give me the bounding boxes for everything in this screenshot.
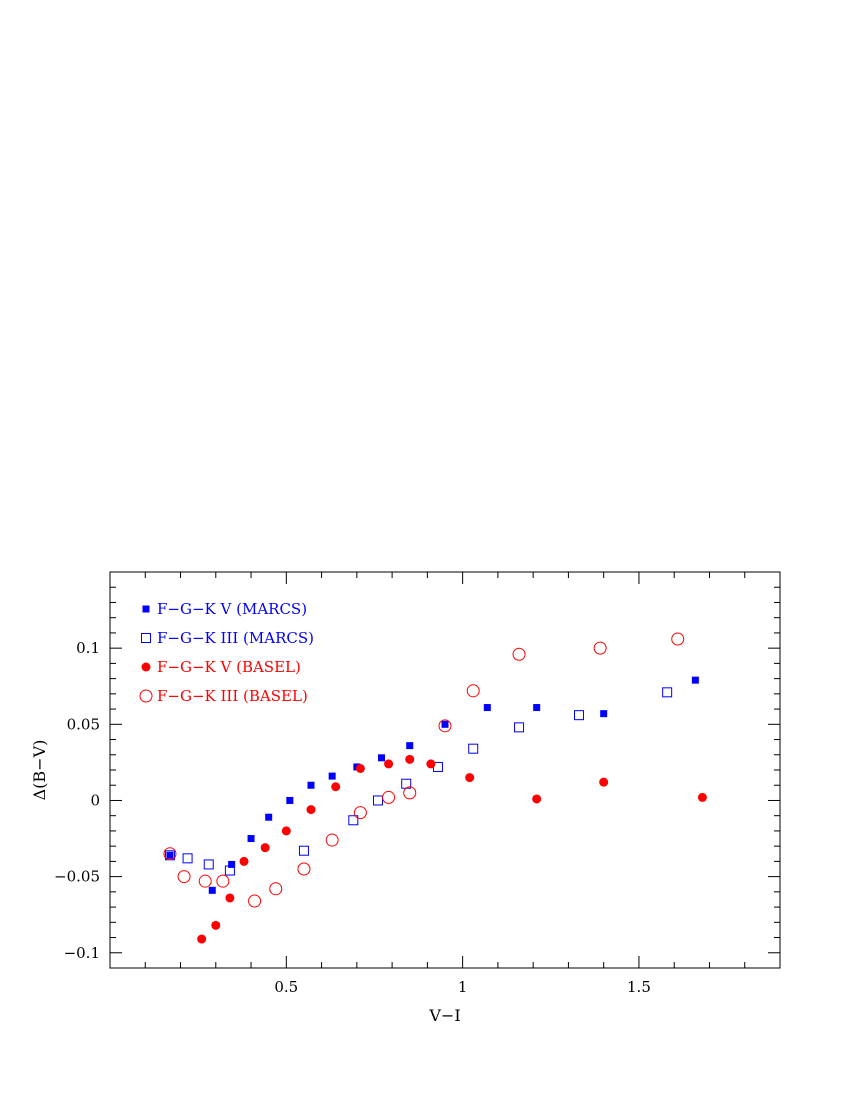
legend-label: F−G−K III (BASEL): [157, 687, 308, 705]
series-3: [197, 754, 707, 944]
data-point: [438, 719, 452, 733]
series-1: [166, 676, 699, 894]
data-point: [269, 882, 283, 896]
data-point: [593, 641, 607, 655]
legend: F−G−K V (MARCS) F−G−K III (MARCS) F−G−K V …: [139, 600, 314, 705]
data-point: [465, 773, 475, 783]
data-point: [512, 647, 526, 661]
x-tick-label: 1: [458, 978, 468, 996]
legend-label: F−G−K V (BASEL): [157, 658, 301, 676]
data-point: [662, 687, 673, 698]
data-point: [466, 684, 480, 698]
axis-ticks: [110, 572, 780, 968]
legend-marker: [141, 662, 151, 672]
data-point: [182, 853, 193, 864]
legend-entry-2: F−G−K III (MARCS): [141, 629, 314, 647]
y-axis-label: Δ(B−V): [30, 740, 49, 801]
y-tick-label: 0.1: [76, 639, 100, 657]
data-point: [203, 859, 214, 870]
axis-tick-labels: 0.5 1 1.5 −0.1 −0.05 0 0.05 0.1: [54, 639, 651, 996]
data-point: [247, 835, 255, 843]
y-tick-label: −0.1: [64, 944, 100, 962]
data-point: [307, 781, 315, 789]
data-point: [441, 720, 449, 728]
data-point: [163, 847, 177, 861]
data-point: [373, 795, 383, 806]
data-point: [166, 851, 174, 859]
data-point: [600, 710, 608, 718]
data-point: [260, 843, 270, 853]
data-point: [298, 845, 309, 856]
legend-marker: [139, 689, 153, 703]
data-point: [297, 862, 311, 876]
data-points: [163, 632, 707, 944]
data-point: [403, 786, 417, 800]
data-point: [514, 722, 525, 733]
data-point: [211, 920, 221, 930]
data-point: [382, 790, 396, 804]
data-point: [281, 826, 291, 836]
y-tick-label: −0.05: [54, 868, 100, 886]
legend-label: F−G−K V (MARCS): [157, 600, 307, 618]
data-point: [208, 886, 216, 894]
data-point: [405, 754, 415, 764]
data-point: [384, 759, 394, 769]
data-point: [198, 874, 212, 888]
data-point: [406, 742, 414, 750]
legend-entry-1: F−G−K V (MARCS): [142, 600, 307, 618]
data-point: [353, 806, 367, 820]
legend-entry-4: F−G−K III (BASEL): [139, 687, 308, 705]
x-axis-label: V−I: [428, 1006, 460, 1025]
data-point: [325, 833, 339, 847]
data-point: [216, 874, 230, 888]
y-tick-label: 0: [90, 791, 100, 809]
data-point: [197, 934, 207, 944]
series-2: [164, 687, 673, 876]
data-point: [306, 805, 316, 815]
data-point: [378, 754, 386, 762]
legend-label: F−G−K III (MARCS): [157, 629, 314, 647]
x-tick-label: 0.5: [274, 978, 298, 996]
data-point: [225, 893, 235, 903]
data-point: [533, 704, 541, 712]
legend-marker: [142, 605, 150, 613]
data-point: [224, 865, 235, 876]
data-point: [483, 704, 491, 712]
data-point: [468, 743, 479, 754]
series-4: [163, 632, 685, 908]
data-point: [177, 870, 191, 884]
data-point: [265, 813, 273, 821]
data-point: [599, 777, 609, 787]
data-point: [574, 710, 584, 721]
data-point: [248, 894, 262, 908]
data-point: [348, 815, 359, 826]
data-point: [697, 792, 707, 802]
data-point: [671, 632, 685, 646]
y-tick-label: 0.05: [67, 715, 100, 733]
legend-entry-3: F−G−K V (BASEL): [141, 658, 301, 676]
data-point: [286, 796, 294, 804]
data-point: [239, 856, 249, 866]
data-point: [331, 782, 341, 792]
data-point: [691, 676, 699, 684]
data-point: [355, 763, 365, 773]
data-point: [228, 860, 236, 868]
data-point: [426, 759, 436, 769]
x-tick-label: 1.5: [627, 978, 651, 996]
data-point: [532, 794, 542, 804]
data-point: [328, 772, 336, 780]
legend-marker: [141, 633, 151, 643]
